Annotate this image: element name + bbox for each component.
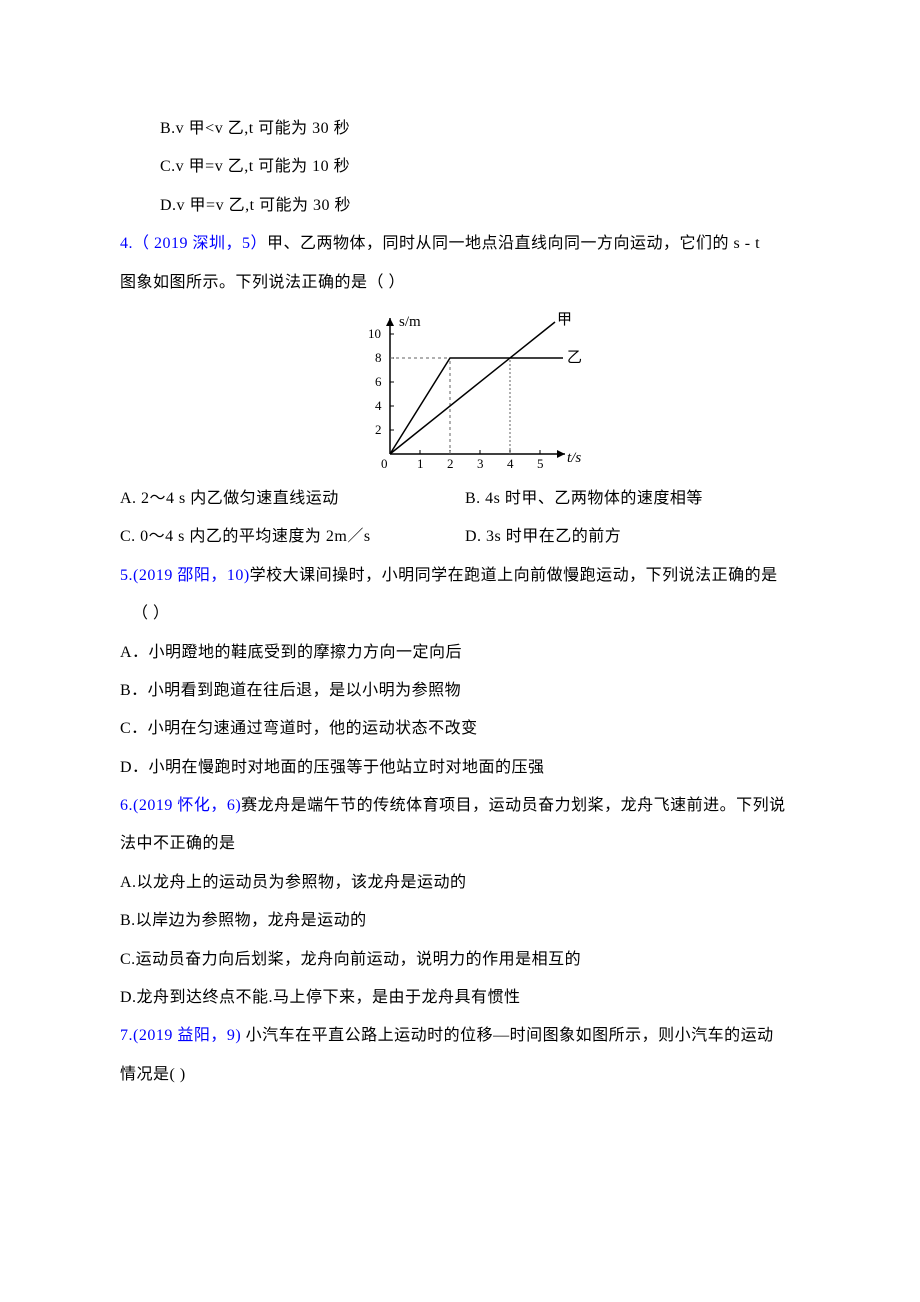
q5-paren: （ ）: [120, 595, 810, 633]
q4-option-b: B. 4s 时甲、乙两物体的速度相等: [465, 480, 810, 518]
svg-text:1: 1: [417, 456, 424, 471]
q4-stem-line1: 4.（ 2019 深圳，5）甲、乙两物体，同时从同一地点沿直线向同一方向运动，它…: [120, 225, 810, 263]
q4-xticks: 1 2 3 4 5 0: [381, 450, 544, 471]
svg-text:6: 6: [375, 374, 382, 389]
q4-label-jia: 甲: [557, 312, 572, 328]
q4-series-yi: [390, 358, 563, 454]
q4-series-jia: [390, 322, 555, 454]
q5-option-c: C．小明在匀速通过弯道时，他的运动状态不改变: [120, 710, 810, 748]
q4-chart: s/m t/s 1 2 3 4 5 0: [120, 302, 810, 480]
q4-option-d: D. 3s 时甲在乙的前方: [465, 518, 810, 556]
q5-source: 5.(2019 邵阳，10): [120, 567, 250, 584]
q4-label-yi: 乙: [567, 350, 582, 366]
svg-text:3: 3: [477, 456, 484, 471]
svg-text:10: 10: [368, 326, 381, 341]
q6-option-d: D.龙舟到达终点不能.马上停下来，是由于龙舟具有惯性: [120, 979, 810, 1017]
q7-stem-line2: 情况是( ): [120, 1056, 810, 1094]
q4-xlabel: t/s: [567, 450, 581, 466]
q5-stem: 5.(2019 邵阳，10)学校大课间操时，小明同学在跑道上向前做慢跑运动，下列…: [120, 557, 810, 595]
q6-source: 6.(2019 怀化，6): [120, 797, 241, 814]
q5-option-a: A．小明蹬地的鞋底受到的摩擦力方向一定向后: [120, 634, 810, 672]
svg-text:8: 8: [375, 350, 382, 365]
q7-source: 7.(2019 益阳，9): [120, 1027, 246, 1044]
q3-option-b: B.v 甲<v 乙,t 可能为 30 秒: [120, 110, 810, 148]
q5-option-b: B．小明看到跑道在往后退，是以小明为参照物: [120, 672, 810, 710]
q4-stem-line2: 图象如图所示。下列说法正确的是（ ）: [120, 264, 810, 302]
q4-option-a: A. 2～4 s 内乙做匀速直线运动: [120, 480, 465, 518]
q6-stem-line2: 法中不正确的是: [120, 825, 810, 863]
q4-source: 4.（ 2019 深圳，5）: [120, 235, 267, 252]
q4-option-c: C. 0～4 s 内乙的平均速度为 2m／s: [120, 518, 465, 556]
q7-stem-line1: 7.(2019 益阳，9) 小汽车在平直公路上运动时的位移—时间图象如图所示，则…: [120, 1017, 810, 1055]
svg-text:4: 4: [375, 398, 382, 413]
q6-stem-line1: 6.(2019 怀化，6)赛龙舟是端午节的传统体育项目，运动员奋力划桨，龙舟飞速…: [120, 787, 810, 825]
q6-option-a: A.以龙舟上的运动员为参照物，该龙舟是运动的: [120, 864, 810, 902]
q6-option-b: B.以岸边为参照物，龙舟是运动的: [120, 902, 810, 940]
svg-text:2: 2: [447, 456, 454, 471]
svg-text:2: 2: [375, 422, 382, 437]
q3-option-d: D.v 甲=v 乙,t 可能为 30 秒: [120, 187, 810, 225]
q3-option-c: C.v 甲=v 乙,t 可能为 10 秒: [120, 148, 810, 186]
q6-option-c: C.运动员奋力向后划桨，龙舟向前运动，说明力的作用是相互的: [120, 941, 810, 979]
svg-text:5: 5: [537, 456, 544, 471]
q4-ylabel: s/m: [399, 314, 421, 330]
svg-text:4: 4: [507, 456, 514, 471]
q5-option-d: D．小明在慢跑时对地面的压强等于他站立时对地面的压强: [120, 749, 810, 787]
svg-text:0: 0: [381, 456, 388, 471]
